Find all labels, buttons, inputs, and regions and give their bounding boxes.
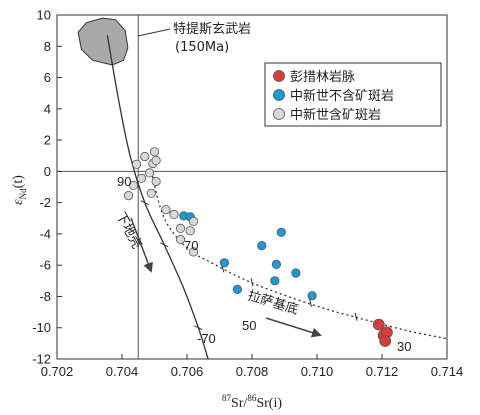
x-tick-label: 0.710	[301, 364, 334, 379]
data-points	[123, 147, 393, 347]
data-point	[151, 155, 161, 165]
tethys-basalt-region	[77, 17, 129, 66]
curve-tick-mark	[354, 312, 358, 321]
legend-box	[264, 62, 442, 127]
legend-label-ore-bearing: 中新世含矿斑岩	[290, 107, 381, 123]
mixing-label-neg70: -70	[197, 331, 216, 346]
legend-marker-ore-bearing	[273, 108, 285, 120]
data-point	[257, 241, 267, 251]
data-point	[149, 147, 160, 157]
data-point	[123, 191, 134, 201]
data-point	[136, 173, 147, 183]
y-tick-label: 4	[44, 101, 51, 116]
lower-crust-curve	[106, 35, 209, 359]
lhasa-arrow	[265, 317, 322, 338]
y-tick-label: 6	[44, 70, 51, 85]
x-tick-label: 0.712	[366, 364, 399, 379]
x-tick-label: 0.704	[106, 364, 139, 379]
data-point	[185, 226, 195, 236]
data-point	[232, 284, 242, 294]
y-tick-label: 2	[44, 133, 51, 148]
lower-crust-label: 下地壳	[112, 210, 144, 251]
region-label-age: (150Ma)	[175, 40, 229, 55]
data-point	[169, 209, 179, 219]
y-tick-label: 10	[37, 8, 51, 23]
data-point	[161, 205, 171, 215]
legend-marker-pengcuolin	[273, 70, 285, 82]
data-point	[270, 276, 280, 286]
y-tick-label: 0	[44, 164, 51, 179]
curve-tick-mark	[250, 278, 254, 287]
data-point	[307, 291, 317, 301]
x-tick-label: 0.706	[171, 364, 204, 379]
data-point	[128, 180, 138, 190]
data-point	[132, 159, 142, 169]
data-point	[379, 335, 392, 347]
data-point	[276, 227, 286, 237]
y-tick-label: -10	[32, 320, 51, 335]
data-point	[146, 188, 156, 198]
data-point	[140, 151, 150, 162]
legend-label-pengcuolin: 彭措林岩脉	[290, 70, 355, 85]
data-point	[291, 268, 301, 278]
y-tick-label: -4	[39, 226, 51, 241]
curve-tick-mark	[140, 200, 149, 206]
curve-tick-mark	[194, 325, 203, 331]
y-tick-label: -12	[32, 352, 51, 367]
x-axis: 0.702 0.704 0.706 0.708 0.710 0.712 0.714	[41, 354, 464, 379]
y-tick-label: -2	[39, 195, 51, 210]
x-axis-label: 87Sr/86Sr(i)	[222, 393, 282, 411]
x-tick-label: 0.708	[236, 364, 269, 379]
curve-tick-mark	[160, 242, 169, 248]
lower-crust-arrow	[130, 217, 153, 273]
data-point	[175, 234, 186, 244]
y-tick-label: -8	[39, 289, 51, 304]
mixing-label-30: 30	[397, 339, 411, 354]
mixing-label-70: 70	[184, 238, 198, 253]
y-axis-label: εNd(t)	[11, 175, 28, 205]
data-point	[219, 258, 229, 268]
x-tick-label: 0.702	[41, 364, 74, 379]
data-point	[151, 176, 161, 187]
y-axis: 10 8 6 4 2 0 -2 -4 -6 -8 -10 -12	[32, 8, 62, 367]
region-callout-line	[137, 28, 171, 37]
data-point	[175, 223, 186, 233]
legend-marker-barren	[273, 89, 285, 101]
curve-tick-mark	[309, 298, 312, 307]
y-tick-label: -6	[39, 258, 51, 273]
x-tick-label: 0.714	[431, 364, 464, 379]
data-point	[372, 318, 385, 331]
data-point	[188, 247, 199, 257]
data-point	[271, 259, 281, 269]
legend-label-barren: 中新世不含矿斑岩	[290, 88, 394, 104]
lhasa-basement-label: 拉萨基底	[246, 288, 300, 319]
region-label-name: 特提斯玄武岩	[173, 21, 251, 37]
data-point	[188, 216, 199, 226]
data-point	[145, 168, 155, 178]
mixing-label-90: 90	[117, 174, 131, 189]
mixing-label-50: 50	[242, 318, 256, 333]
curve-ticks	[140, 200, 384, 331]
y-tick-label: 8	[44, 39, 51, 54]
legend: 彭措林岩脉 中新世不含矿斑岩 中新世含矿斑岩	[264, 62, 442, 127]
lhasa-basement-curve	[150, 171, 447, 340]
